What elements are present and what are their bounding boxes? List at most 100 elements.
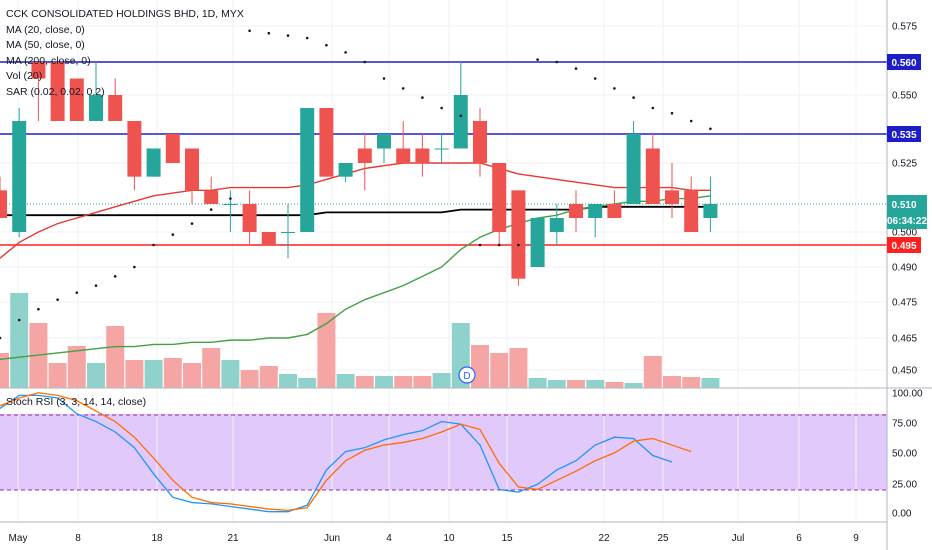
- price-tick-label: 0.550: [892, 91, 917, 102]
- sar-dot: [190, 222, 194, 225]
- price-tag-0.495: 0.495: [891, 241, 916, 252]
- time-tick-label: 4: [386, 533, 392, 544]
- rsi-tick-label: 0.00: [892, 509, 912, 520]
- candle-body: [645, 148, 660, 204]
- volume-bar: [682, 377, 701, 388]
- sar-dot: [248, 29, 251, 33]
- legend-ma200[interactable]: MA (200, close, 0): [6, 54, 91, 67]
- sar-dot: [267, 31, 271, 35]
- sar-dot: [37, 307, 40, 311]
- time-tick-label: Jun: [324, 533, 340, 544]
- volume-bar: [547, 380, 566, 388]
- candle-body: [69, 78, 84, 121]
- volume-bar: [643, 356, 662, 388]
- candle-body: [626, 134, 641, 204]
- price-tag-bg: [887, 54, 921, 70]
- volume-bar: [144, 360, 163, 388]
- volume-bar: [48, 363, 67, 388]
- candles[interactable]: [0, 62, 718, 286]
- sar-dot: [440, 106, 443, 110]
- candle-body: [684, 190, 699, 232]
- candle-body: [453, 95, 468, 149]
- volume-bar: [240, 370, 259, 388]
- candle-body: [338, 163, 353, 177]
- sar-dot: [517, 243, 520, 247]
- sar-dot: [209, 208, 213, 211]
- time-tick-label: 6: [796, 533, 802, 544]
- sar-dot: [152, 243, 155, 247]
- candle-body: [588, 204, 603, 218]
- sar-dot: [613, 87, 616, 90]
- price-tick-label: 0.500: [892, 228, 917, 239]
- volume-bar: [471, 345, 489, 388]
- sar-dot: [593, 77, 597, 80]
- candle-body: [434, 148, 449, 150]
- candle-body: [473, 121, 487, 163]
- volume-bar: [490, 353, 509, 388]
- sar-dot: [689, 119, 693, 123]
- time-tick-label: 8: [75, 533, 81, 544]
- event-marker[interactable]: D: [458, 366, 476, 384]
- rsi-line-D: [0, 392, 692, 512]
- candle-body: [89, 95, 103, 121]
- volume-bar: [567, 380, 585, 388]
- candle-body: [377, 134, 391, 149]
- candle-body: [261, 232, 276, 245]
- sar-dot: [632, 96, 635, 99]
- legend-sar[interactable]: SAR (0.02, 0.02, 0.2): [6, 85, 105, 98]
- volume-bar: [0, 353, 9, 388]
- sar-dot: [113, 275, 117, 278]
- candle-body: [665, 190, 679, 204]
- volume-bar: [183, 363, 201, 388]
- price-tick-label: 0.490: [892, 263, 917, 274]
- sar-dot: [459, 114, 463, 118]
- candle-body: [549, 218, 564, 232]
- legend-volume[interactable]: Vol (20): [6, 70, 43, 82]
- last-price-tag: 0.510: [891, 200, 916, 211]
- legend-ma50[interactable]: MA (50, close, 0): [6, 39, 85, 51]
- candle-body: [281, 232, 295, 233]
- stoch-rsi-lines: [0, 392, 692, 513]
- sar-dot: [421, 96, 424, 99]
- candle-body: [357, 148, 372, 163]
- candle-body: [530, 218, 545, 267]
- price-tag-bg: [887, 126, 921, 142]
- horizontal-levels[interactable]: [0, 61, 887, 246]
- candle-body: [165, 134, 180, 163]
- volume-bar: [586, 380, 605, 388]
- sar-dot: [229, 197, 232, 200]
- candle-body: [319, 108, 334, 177]
- volume-bar: [259, 366, 278, 388]
- sar-dot: [363, 60, 367, 64]
- time-tick-label: 10: [443, 533, 455, 544]
- chart-legend: CCK CONSOLIDATED HOLDINGS BHD, 1D, MYX M…: [6, 7, 244, 100]
- volume-bar: [605, 382, 624, 388]
- sar-dot: [536, 58, 539, 61]
- rsi-tick-label: 50.00: [892, 449, 917, 460]
- legend-title[interactable]: CCK CONSOLIDATED HOLDINGS BHD, 1D, MYX: [6, 8, 244, 20]
- time-tick-label: 22: [598, 533, 610, 544]
- legend-ma20[interactable]: MA (20, close, 0): [6, 23, 85, 36]
- volume-bar: [221, 360, 240, 388]
- volume-bar: [413, 376, 432, 388]
- sar-dot: [133, 265, 136, 269]
- sar-dot: [478, 243, 482, 247]
- time-tick-label: 15: [501, 533, 513, 544]
- candle-body: [300, 108, 315, 232]
- volume-bar: [394, 376, 413, 388]
- sar-dot: [670, 111, 674, 115]
- sar-dot: [574, 67, 578, 70]
- candle-body: [607, 204, 622, 218]
- legend-stoch-rsi[interactable]: Stoch RSI (3, 3, 14, 14, close): [6, 396, 147, 408]
- ma20-line: [0, 162, 711, 259]
- time-tick-label: 18: [151, 533, 163, 544]
- volume-bar: [106, 326, 125, 388]
- sar-dots: [0, 29, 712, 340]
- price-tick-label: 0.525: [892, 159, 917, 170]
- volume-bar: [663, 376, 681, 388]
- time-tick-label: 21: [227, 533, 239, 544]
- volume-bar: [528, 378, 547, 388]
- sar-dot: [0, 336, 2, 340]
- dividend-marker-icon[interactable]: [458, 366, 476, 384]
